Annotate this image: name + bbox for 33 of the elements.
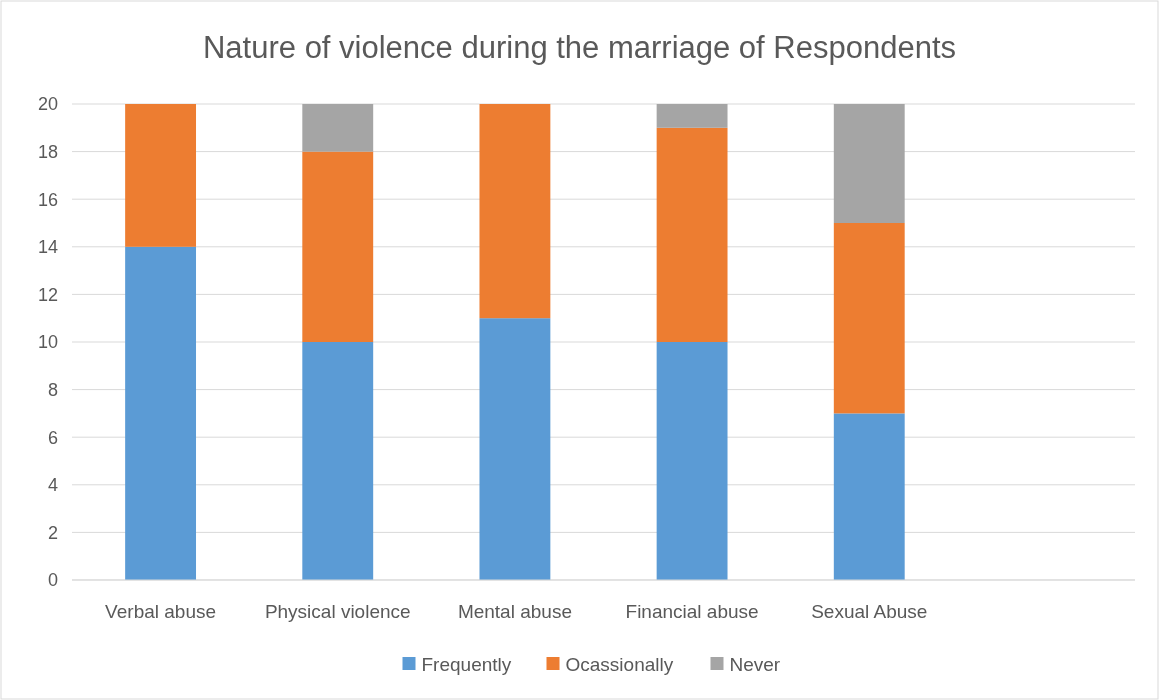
y-tick-label: 20 [37,94,58,115]
bar [125,104,197,247]
bar [656,104,728,128]
x-tick-label: Financial abuse [625,601,759,622]
bar [302,151,374,342]
y-tick-label: 10 [37,332,58,353]
bar [833,223,905,414]
y-tick-label: 18 [37,141,58,162]
y-tick-label: 0 [47,570,58,591]
legend-label: Frequently [421,653,512,675]
y-tick-label: 6 [47,427,58,448]
x-tick-label: Mental abuse [457,601,572,622]
bar [302,342,374,580]
bar [656,127,728,342]
y-tick-label: 4 [47,475,58,496]
legend-label: Ocassionally [565,653,674,675]
bar [125,246,197,580]
x-tick-label: Sexual Abuse [811,601,928,622]
bar [479,104,551,319]
bar [656,342,728,580]
y-tick-label: 8 [47,379,58,400]
x-tick-label: Physical violence [264,601,411,622]
y-tick-label: 2 [47,522,58,543]
chart-title: Nature of violence during the marriage of Respondents [202,30,957,65]
bar [833,104,905,223]
y-tick-label: 14 [37,237,58,258]
x-tick-label: Verbal abuse [105,601,217,622]
y-tick-label: 12 [37,284,58,305]
bar [479,318,551,580]
bar [302,104,374,152]
legend-label: Never [729,653,781,675]
bar [833,413,905,580]
y-tick-label: 16 [37,189,58,210]
